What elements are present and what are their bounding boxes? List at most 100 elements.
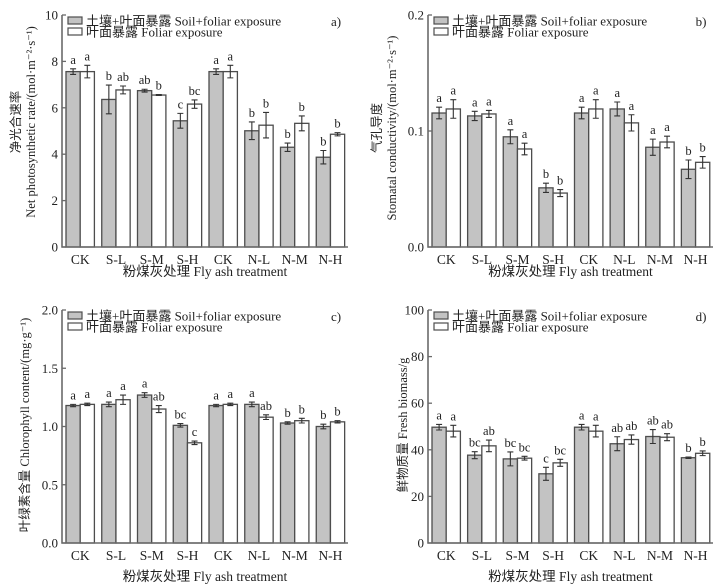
error-bar: [263, 414, 270, 421]
y-tick-label: 60: [411, 396, 424, 411]
bar-soil-foliar-ck: [65, 70, 81, 248]
bar-foliar-n-h: [694, 161, 711, 248]
bar-soil-foliar-n-m: [279, 146, 296, 248]
x-category-label: N-L: [613, 252, 636, 267]
legend-label: 土壤+叶面暴露 Soil+foliar exposure: [86, 309, 281, 324]
error-bar: [614, 436, 621, 452]
bar-foliar-s-m: [516, 457, 533, 544]
significance-letter: a: [664, 120, 670, 134]
significance-letter: a: [228, 49, 234, 63]
bar-foliar-n-l: [258, 124, 274, 248]
x-category-label: S-M: [505, 252, 529, 267]
legend-label: 叶面暴露 Foliar exposure: [452, 320, 589, 335]
error-bar: [191, 440, 198, 446]
bar-soil-foliar-n-m: [645, 435, 661, 544]
significance-letter: a: [85, 387, 91, 401]
bar-foliar-n-h: [329, 421, 346, 544]
significance-letter: b: [685, 144, 691, 158]
significance-letter: ab: [611, 421, 623, 435]
bar-soil-foliar-s-l: [101, 403, 117, 544]
x-category-label: CK: [437, 548, 456, 563]
bar-foliar-s-h: [552, 462, 568, 544]
error-bar: [578, 106, 585, 120]
error-bar: [177, 112, 184, 129]
error-bar: [84, 64, 91, 79]
bar-foliar-ck: [222, 70, 239, 248]
significance-letter: a: [249, 386, 255, 400]
significance-letter: a: [522, 127, 528, 141]
significance-letter: a: [451, 84, 457, 98]
significance-letter: b: [249, 106, 255, 120]
error-bar: [84, 402, 91, 407]
significance-letter: c: [543, 451, 549, 465]
significance-letter: a: [579, 91, 585, 105]
bar-soil-foliar-s-m: [502, 136, 519, 248]
error-bar: [120, 85, 127, 95]
error-bar: [557, 189, 564, 198]
y-tick-label: 4: [52, 147, 59, 162]
y-tick-label: 80: [411, 349, 424, 364]
significance-letter: b: [543, 167, 549, 181]
x-category-label: N-H: [318, 252, 342, 267]
bar-soil-foliar-ck: [208, 404, 224, 544]
significance-letter: a: [70, 388, 76, 402]
y-tick-label: 40: [411, 442, 424, 457]
y-tick-label: 8: [52, 54, 59, 69]
significance-letter: a: [451, 409, 457, 423]
significance-letter: a: [508, 114, 514, 128]
x-category-label: N-M: [647, 548, 673, 563]
error-bar: [70, 68, 77, 75]
error-bar: [685, 159, 692, 180]
error-bar: [664, 433, 671, 442]
bar-foliar-s-l: [481, 113, 497, 248]
bar-foliar-ck: [588, 430, 604, 544]
error-bar: [578, 423, 585, 431]
legend-swatch-soil-foliar: [433, 311, 449, 320]
bar-soil-foliar-n-h: [680, 168, 697, 248]
significance-letter: bc: [504, 436, 516, 450]
error-bar: [685, 456, 692, 459]
significance-letter: a: [593, 84, 599, 98]
bar-soil-foliar-ck: [431, 426, 447, 544]
bar-foliar-ck: [79, 70, 96, 248]
bar-foliar-s-h: [186, 442, 203, 544]
significance-letter: b: [106, 69, 112, 83]
x-axis-title: 粉煤灰处理 Fly ash treatment: [123, 569, 288, 584]
bar-soil-foliar-n-l: [609, 443, 625, 544]
y-tick-label: 100: [405, 303, 425, 318]
x-category-label: S-H: [177, 548, 199, 563]
error-bar: [628, 434, 635, 445]
significance-letter: bc: [519, 440, 531, 454]
x-category-label: CK: [579, 252, 598, 267]
significance-letter: ab: [153, 390, 165, 404]
y-tick-label: 2: [52, 193, 59, 208]
legend-label: 土壤+叶面暴露 Soil+foliar exposure: [452, 14, 647, 29]
error-bar: [320, 149, 327, 165]
error-bar: [436, 106, 443, 120]
significance-letter: ab: [626, 419, 638, 433]
significance-letter: a: [579, 408, 585, 422]
error-bar: [471, 110, 478, 122]
significance-letter: b: [557, 174, 563, 188]
x-category-label: CK: [214, 252, 233, 267]
error-bar: [227, 64, 234, 79]
x-category-label: N-M: [282, 548, 308, 563]
error-bar: [507, 129, 514, 145]
bar-foliar-ck: [588, 108, 604, 248]
x-category-label: N-H: [318, 548, 342, 563]
error-bar: [664, 135, 671, 149]
error-bar: [521, 142, 528, 156]
error-bar: [248, 401, 255, 408]
error-bar: [521, 455, 528, 461]
error-bar: [248, 121, 255, 141]
x-category-label: S-L: [472, 548, 492, 563]
x-category-label: S-H: [542, 548, 564, 563]
error-bar: [155, 94, 162, 97]
significance-letter: c: [192, 425, 198, 439]
bar-foliar-s-h: [186, 103, 203, 248]
bar-foliar-ck: [222, 403, 239, 544]
legend-label: 土壤+叶面暴露 Soil+foliar exposure: [452, 309, 647, 324]
